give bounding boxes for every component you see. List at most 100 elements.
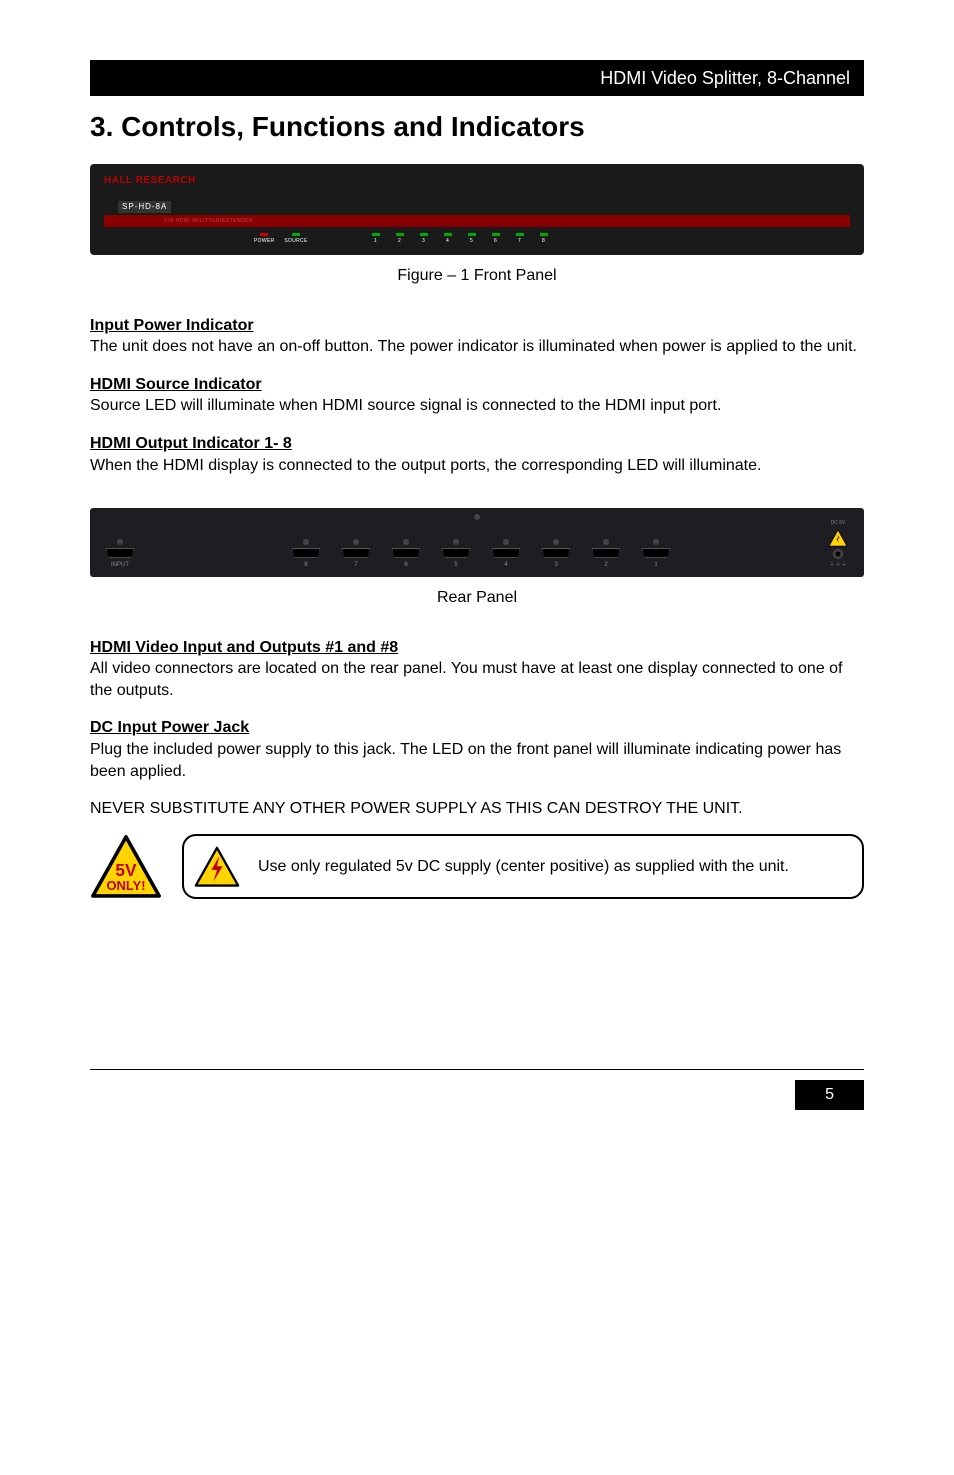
sub-head: DC Input Power Jack xyxy=(90,717,864,739)
sub-head: HDMI Output Indicator 1- 8 xyxy=(90,433,864,455)
screw-icon xyxy=(403,539,409,545)
hdmi-port-icon xyxy=(642,548,670,558)
screw-icon xyxy=(117,539,123,545)
warning-triangle-icon xyxy=(828,529,848,547)
model-badge: SP-HD-8A xyxy=(118,201,171,214)
led-icon xyxy=(372,233,380,236)
output-led-8: 8 xyxy=(540,233,548,245)
screw-icon xyxy=(353,539,359,545)
tri-line1: 5V xyxy=(115,860,137,880)
front-panel-figure: HALL RESEARCH SP-HD-8A 1x8 HDMI SPLITTER… xyxy=(90,164,864,255)
port-label: 3 xyxy=(554,561,557,569)
hdmi-port-icon xyxy=(342,548,370,558)
sub-body: When the HDMI display is connected to th… xyxy=(90,455,864,477)
front-panel-strip: 1x8 HDMI SPLITTER/EXTENDER xyxy=(104,215,850,227)
header-title: HDMI Video Splitter, 8-Channel xyxy=(600,68,850,88)
port-label: 4 xyxy=(504,561,507,569)
out-label: 8 xyxy=(542,238,545,245)
subsection-output: HDMI Output Indicator 1- 8 When the HDMI… xyxy=(90,433,864,476)
rear-output-3: 3 xyxy=(542,539,570,569)
screw-icon xyxy=(603,539,609,545)
callout-text: Use only regulated 5v DC supply (center … xyxy=(258,856,789,878)
rear-output-7: 7 xyxy=(342,539,370,569)
subsection-video-io: HDMI Video Input and Outputs #1 and #8 A… xyxy=(90,637,864,702)
warning-text: NEVER SUBSTITUTE ANY OTHER POWER SUPPLY … xyxy=(90,798,864,820)
dc-label: DC 5V xyxy=(831,520,846,527)
led-icon xyxy=(420,233,428,236)
page-number: 5 xyxy=(795,1080,864,1110)
sub-body: Plug the included power supply to this j… xyxy=(90,739,864,782)
output-led-2: 2 xyxy=(396,233,404,245)
power-led-icon xyxy=(260,233,268,236)
header-bar: HDMI Video Splitter, 8-Channel xyxy=(90,60,864,96)
power-label: POWER xyxy=(254,238,274,245)
sub-body: Source LED will illuminate when HDMI sou… xyxy=(90,395,864,417)
rear-output-5: 5 xyxy=(442,539,470,569)
out-label: 4 xyxy=(446,238,449,245)
port-label: 1 xyxy=(654,561,657,569)
lightning-triangle-icon xyxy=(194,846,240,887)
out-label: 3 xyxy=(422,238,425,245)
tri-line2: ONLY! xyxy=(106,878,145,893)
output-led-group: 1 2 3 4 5 6 7 8 xyxy=(372,233,548,245)
ground-icon: ⏚⏚⏚ xyxy=(829,561,847,569)
output-led-3: 3 xyxy=(420,233,428,245)
sub-head: HDMI Video Input and Outputs #1 and #8 xyxy=(90,637,864,659)
port-label: 8 xyxy=(304,561,307,569)
subsection-source: HDMI Source Indicator Source LED will il… xyxy=(90,374,864,417)
hdmi-port-icon xyxy=(442,548,470,558)
hdmi-port-icon xyxy=(106,548,134,558)
page-footer: 5 xyxy=(90,1069,864,1110)
screw-icon xyxy=(453,539,459,545)
out-label: 1 xyxy=(374,238,377,245)
hdmi-port-icon xyxy=(592,548,620,558)
led-icon xyxy=(396,233,404,236)
output-led-6: 6 xyxy=(492,233,500,245)
top-screw-icon xyxy=(474,514,480,520)
port-label: 2 xyxy=(604,561,607,569)
led-icon xyxy=(444,233,452,236)
front-panel-indicators: POWER SOURCE 1 2 3 4 5 6 7 8 xyxy=(104,227,850,247)
sub-body: The unit does not have an on-off button.… xyxy=(90,336,864,358)
source-indicator: SOURCE xyxy=(284,233,307,245)
dc-jack-icon xyxy=(833,549,843,559)
five-volt-triangle-icon: 5V ONLY! xyxy=(90,834,162,899)
port-label: 5 xyxy=(454,561,457,569)
output-led-5: 5 xyxy=(468,233,476,245)
sub-body: All video connectors are located on the … xyxy=(90,658,864,701)
rear-panel-caption: Rear Panel xyxy=(90,587,864,609)
screw-icon xyxy=(303,539,309,545)
rear-panel-figure: INPUT 8 7 6 5 4 3 2 1 DC 5V ⏚⏚⏚ xyxy=(90,508,864,577)
hdmi-port-icon xyxy=(292,548,320,558)
output-led-1: 1 xyxy=(372,233,380,245)
rear-power-section: DC 5V ⏚⏚⏚ xyxy=(828,520,848,569)
section-number: 3. xyxy=(90,111,113,142)
source-label: SOURCE xyxy=(284,238,307,245)
strip-text: 1x8 HDMI SPLITTER/EXTENDER xyxy=(164,218,253,225)
front-panel-caption: Figure – 1 Front Panel xyxy=(90,265,864,287)
led-icon xyxy=(492,233,500,236)
source-led-icon xyxy=(292,233,300,236)
led-icon xyxy=(468,233,476,236)
front-panel-top: HALL RESEARCH xyxy=(104,174,850,188)
brand-logo: HALL RESEARCH xyxy=(104,174,196,188)
hdmi-port-icon xyxy=(542,548,570,558)
sub-head: HDMI Source Indicator xyxy=(90,374,864,396)
section-title-text: Controls, Functions and Indicators xyxy=(121,111,585,142)
power-source-group: POWER SOURCE xyxy=(254,233,308,245)
rear-output-ports: 8 7 6 5 4 3 2 1 xyxy=(146,539,816,569)
out-label: 6 xyxy=(494,238,497,245)
rear-output-8: 8 xyxy=(292,539,320,569)
warning-row: 5V ONLY! Use only regulated 5v DC supply… xyxy=(90,834,864,899)
power-indicator: POWER xyxy=(254,233,274,245)
rear-input-port: INPUT xyxy=(106,539,134,569)
sub-head: Input Power Indicator xyxy=(90,315,864,337)
out-label: 5 xyxy=(470,238,473,245)
led-icon xyxy=(516,233,524,236)
input-label: INPUT xyxy=(111,561,129,569)
output-led-7: 7 xyxy=(516,233,524,245)
port-label: 7 xyxy=(354,561,357,569)
out-label: 7 xyxy=(518,238,521,245)
output-led-4: 4 xyxy=(444,233,452,245)
screw-icon xyxy=(653,539,659,545)
